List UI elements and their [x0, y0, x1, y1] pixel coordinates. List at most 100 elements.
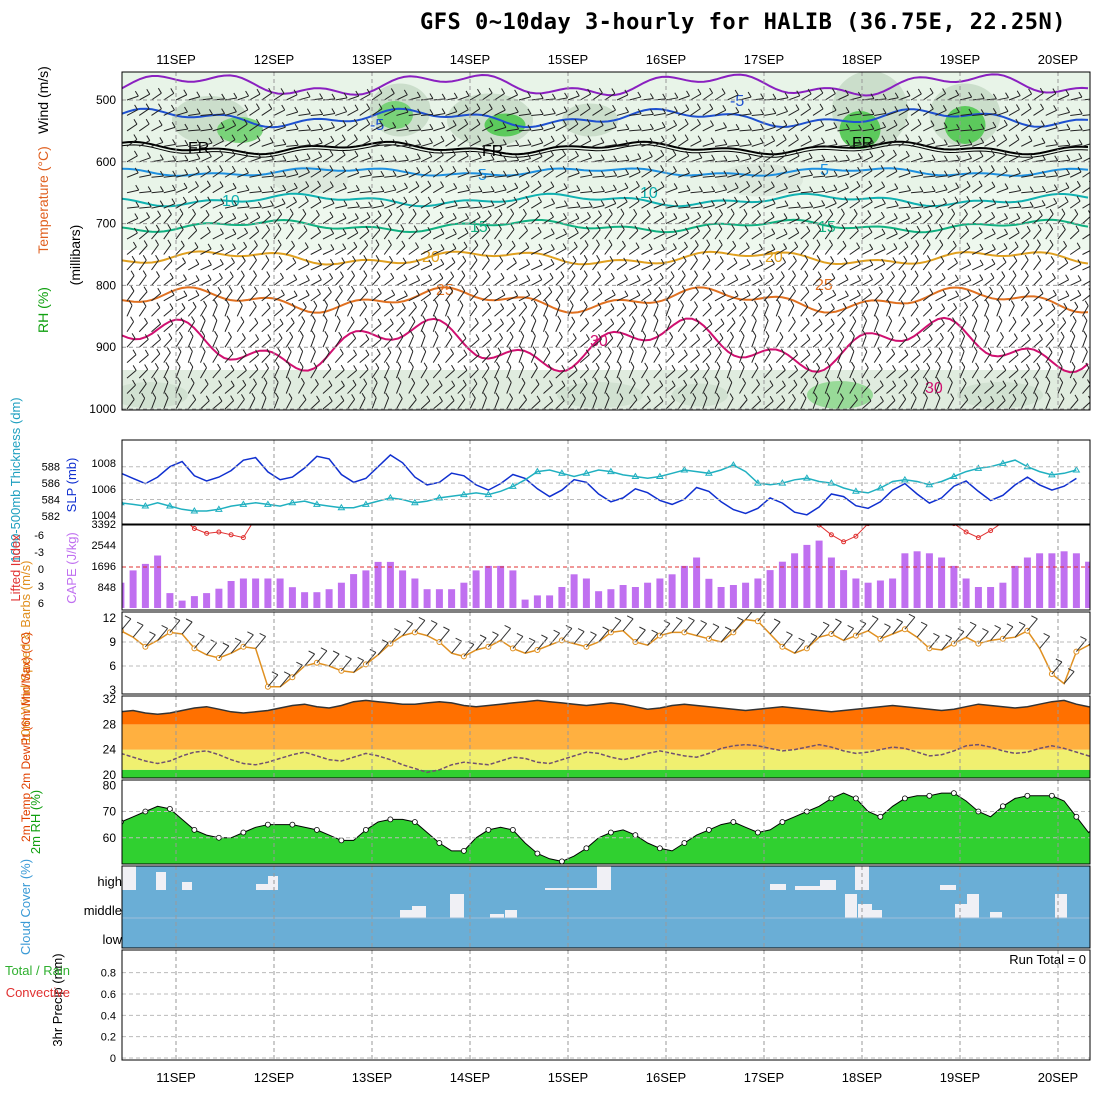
wind-barb: [537, 180, 542, 187]
wind-barb: [311, 315, 316, 321]
wind-barb: [183, 182, 188, 189]
wind-barb: [926, 255, 931, 261]
wind-barb: [334, 290, 343, 302]
wind-barb: [408, 279, 420, 286]
wind-barb: [351, 285, 355, 292]
wind-barb: [160, 170, 164, 177]
wind-barb: [1045, 93, 1057, 101]
wind-barb: [1076, 196, 1081, 202]
wind-barb: [984, 352, 992, 363]
wind-barb: [776, 170, 787, 178]
wind-barb: [579, 123, 591, 132]
wind-barb: [849, 335, 855, 348]
wind-barb: [147, 152, 151, 158]
wind-barb: [812, 293, 823, 302]
wind-barb: [788, 95, 800, 101]
wind-barb: [579, 108, 591, 116]
wind-barb: [672, 134, 677, 140]
wind-barb: [518, 366, 525, 379]
wind-barb: [368, 186, 373, 192]
thickness-line-marker: [190, 507, 199, 514]
wind-barb: [212, 335, 218, 348]
wind-barb: [846, 140, 850, 146]
wind-barb: [935, 308, 946, 317]
wind-barb: [685, 227, 689, 234]
wind-barb: [518, 158, 531, 163]
wind-barb: [310, 214, 320, 224]
wind-barb: [142, 254, 147, 261]
wind-barb: [746, 180, 751, 187]
wind-barb: [163, 189, 176, 194]
wind-barb: [506, 336, 514, 348]
wind-barb: [776, 205, 789, 209]
wind-barb: [898, 384, 908, 394]
wind-barb: [929, 87, 934, 94]
wind-barb: [390, 88, 395, 94]
wind-barb: [1049, 239, 1054, 246]
wind-barb: [1054, 155, 1059, 162]
wind-barb: [947, 279, 959, 286]
wind-barb: [528, 637, 536, 642]
wind-barb: [151, 382, 158, 394]
wind-barb: [685, 213, 690, 219]
wind-barb: [359, 291, 369, 302]
wind-barb: [224, 290, 233, 302]
wind-barb: [1053, 105, 1058, 111]
wind-barb: [543, 304, 549, 317]
wind-barb: [874, 98, 887, 101]
wind-barb: [702, 382, 709, 394]
wind-barb: [959, 399, 969, 410]
wind-barb: [675, 616, 683, 621]
wind-barb: [530, 293, 542, 302]
wind-barb: [338, 285, 343, 292]
wind-barb: [560, 395, 565, 401]
wind-barb: [138, 306, 147, 317]
date-label-top: 18SEP: [842, 52, 882, 67]
wind-barb: [1027, 211, 1032, 218]
wind-barb: [579, 291, 589, 302]
wind-barb: [359, 216, 371, 225]
wind-barb: [420, 142, 433, 147]
wind-barb: [910, 93, 922, 101]
wind-barb: [369, 648, 377, 653]
wind-barb: [678, 172, 690, 178]
wind-barb: [188, 346, 193, 352]
wind-barb: [310, 156, 322, 163]
wind-barb: [477, 135, 481, 141]
wind-barb: [577, 628, 585, 633]
wind-barb: [1057, 307, 1068, 317]
wind-barb: [432, 352, 440, 363]
wind-barb: [126, 246, 137, 255]
wind-barb: [151, 353, 161, 363]
wind-barb: [997, 299, 1002, 306]
wind-barb: [956, 154, 961, 161]
wind-barb: [794, 349, 799, 356]
wind-barb: [955, 168, 960, 175]
wind-barb: [971, 400, 982, 410]
wind-barb: [365, 226, 370, 232]
wind-barb: [183, 274, 187, 280]
lifted-index-tick: -3: [34, 547, 44, 559]
wind-barb: [989, 286, 994, 293]
wind-barb: [389, 255, 393, 262]
wind-barb: [849, 213, 858, 224]
wind-barb: [133, 227, 138, 234]
wind-barb: [985, 315, 990, 321]
lifted-index-marker: [866, 525, 871, 527]
wind-barb: [1048, 347, 1053, 353]
panel-frame: [121, 695, 1091, 779]
wind-barb: [625, 154, 630, 161]
wind-barb: [837, 366, 843, 379]
wind-barb: [745, 196, 750, 202]
wind-barb: [849, 366, 855, 379]
wind-barb: [550, 135, 555, 142]
wind-barb: [402, 257, 407, 264]
wind-barb: [438, 629, 450, 643]
wind-barb: [531, 98, 544, 101]
wind-barb: [935, 366, 941, 379]
wind-barb: [1045, 308, 1056, 317]
wind-barb: [359, 123, 370, 132]
wind-barb: [979, 259, 984, 266]
wind-barb: [443, 626, 450, 631]
wind-barb: [224, 217, 236, 225]
